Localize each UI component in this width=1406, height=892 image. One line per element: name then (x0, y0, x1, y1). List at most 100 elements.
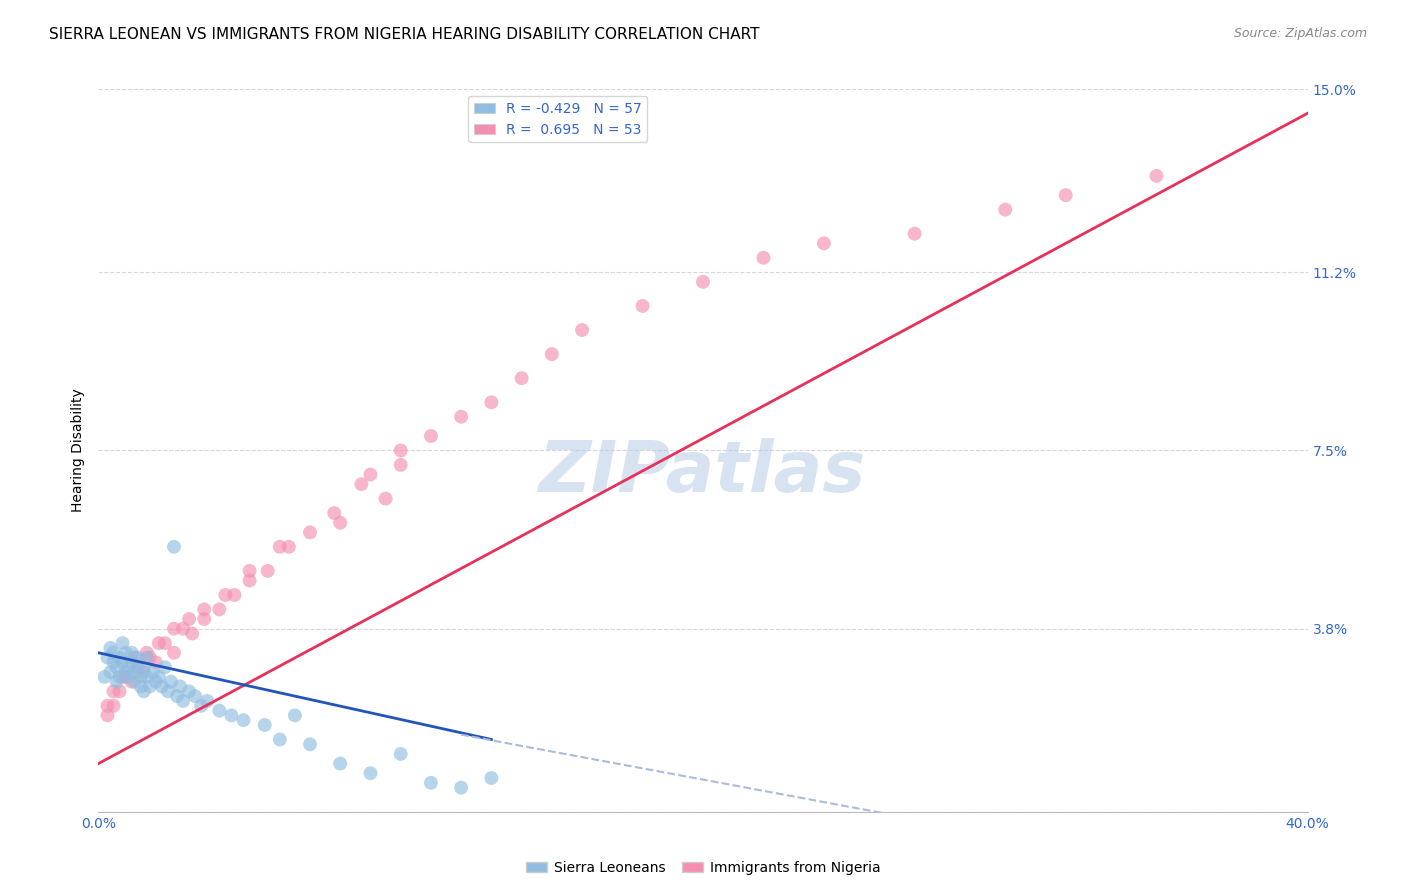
Point (269, 540, 291, 554)
Legend: R = -0.429   N = 57, R =  0.695   N = 53: R = -0.429 N = 57, R = 0.695 N = 53 (468, 96, 647, 142)
Point (208, 704, 231, 718)
Point (179, 684, 201, 698)
Point (172, 694, 194, 708)
Point (105, 660, 128, 674)
Point (510, 371, 533, 385)
Point (135, 650, 157, 665)
Point (153, 660, 176, 674)
Y-axis label: Hearing Disability: Hearing Disability (70, 389, 84, 512)
Point (118, 670, 141, 684)
Point (323, 506, 346, 520)
Point (153, 636, 176, 650)
Point (163, 622, 186, 636)
Point (232, 713, 254, 727)
Point (100, 665, 122, 679)
Point (124, 674, 146, 689)
Text: SIERRA LEONEAN VS IMMIGRANTS FROM NIGERIA HEARING DISABILITY CORRELATION CHART: SIERRA LEONEAN VS IMMIGRANTS FROM NIGERI… (49, 27, 759, 42)
Point (184, 689, 207, 703)
Point (121, 656, 143, 670)
Point (481, 771, 503, 785)
Point (160, 674, 183, 689)
Point (813, 236, 835, 251)
Point (96, 708, 118, 723)
Point (163, 540, 186, 554)
Point (139, 680, 162, 694)
Point (142, 665, 165, 679)
Point (111, 636, 134, 650)
Point (277, 540, 299, 554)
Point (239, 564, 262, 578)
Point (193, 602, 215, 616)
Point (132, 660, 155, 674)
Point (208, 602, 231, 616)
Legend: Sierra Leoneans, Immigrants from Nigeria: Sierra Leoneans, Immigrants from Nigeria (520, 855, 886, 880)
Point (450, 409, 472, 424)
Point (360, 766, 382, 780)
Point (172, 622, 194, 636)
Point (299, 525, 322, 540)
Text: Source: ZipAtlas.com: Source: ZipAtlas.com (1233, 27, 1367, 40)
Text: ZIPatlas: ZIPatlas (540, 438, 866, 507)
Point (150, 680, 173, 694)
Point (114, 665, 136, 679)
Point (214, 588, 236, 602)
Point (420, 429, 443, 443)
Point (108, 650, 131, 665)
Point (148, 636, 170, 650)
Point (121, 674, 143, 689)
Point (195, 694, 218, 708)
Point (111, 656, 134, 670)
Point (481, 395, 503, 409)
Point (103, 698, 125, 713)
Point (389, 458, 412, 472)
Point (350, 477, 373, 491)
Point (389, 747, 412, 761)
Point (127, 660, 149, 674)
Point (145, 674, 167, 689)
Point (540, 347, 562, 361)
Point (96, 650, 118, 665)
Point (224, 588, 246, 602)
Point (571, 323, 593, 337)
Point (93, 670, 115, 684)
Point (132, 684, 155, 698)
Point (96, 698, 118, 713)
Point (100, 640, 122, 655)
Point (135, 670, 157, 684)
Point (129, 670, 152, 684)
Point (299, 737, 322, 751)
Point (374, 491, 396, 506)
Point (284, 708, 307, 723)
Point (124, 665, 146, 679)
Point (1054, 188, 1077, 202)
Point (145, 656, 167, 670)
Point (127, 660, 149, 674)
Point (360, 467, 382, 482)
Point (166, 689, 188, 703)
Point (114, 670, 136, 684)
Point (108, 684, 131, 698)
Point (190, 698, 212, 713)
Point (994, 202, 1017, 217)
Point (156, 684, 179, 698)
Point (127, 650, 149, 665)
Point (256, 564, 278, 578)
Point (139, 650, 162, 665)
Point (132, 665, 155, 679)
Point (103, 646, 125, 660)
Point (221, 708, 243, 723)
Point (329, 516, 352, 530)
Point (752, 251, 775, 265)
Point (181, 626, 204, 640)
Point (329, 756, 352, 771)
Point (193, 612, 215, 626)
Point (135, 646, 157, 660)
Point (253, 718, 276, 732)
Point (169, 680, 191, 694)
Point (124, 650, 146, 665)
Point (1144, 169, 1167, 183)
Point (148, 670, 170, 684)
Point (129, 680, 152, 694)
Point (420, 776, 443, 790)
Point (118, 660, 141, 674)
